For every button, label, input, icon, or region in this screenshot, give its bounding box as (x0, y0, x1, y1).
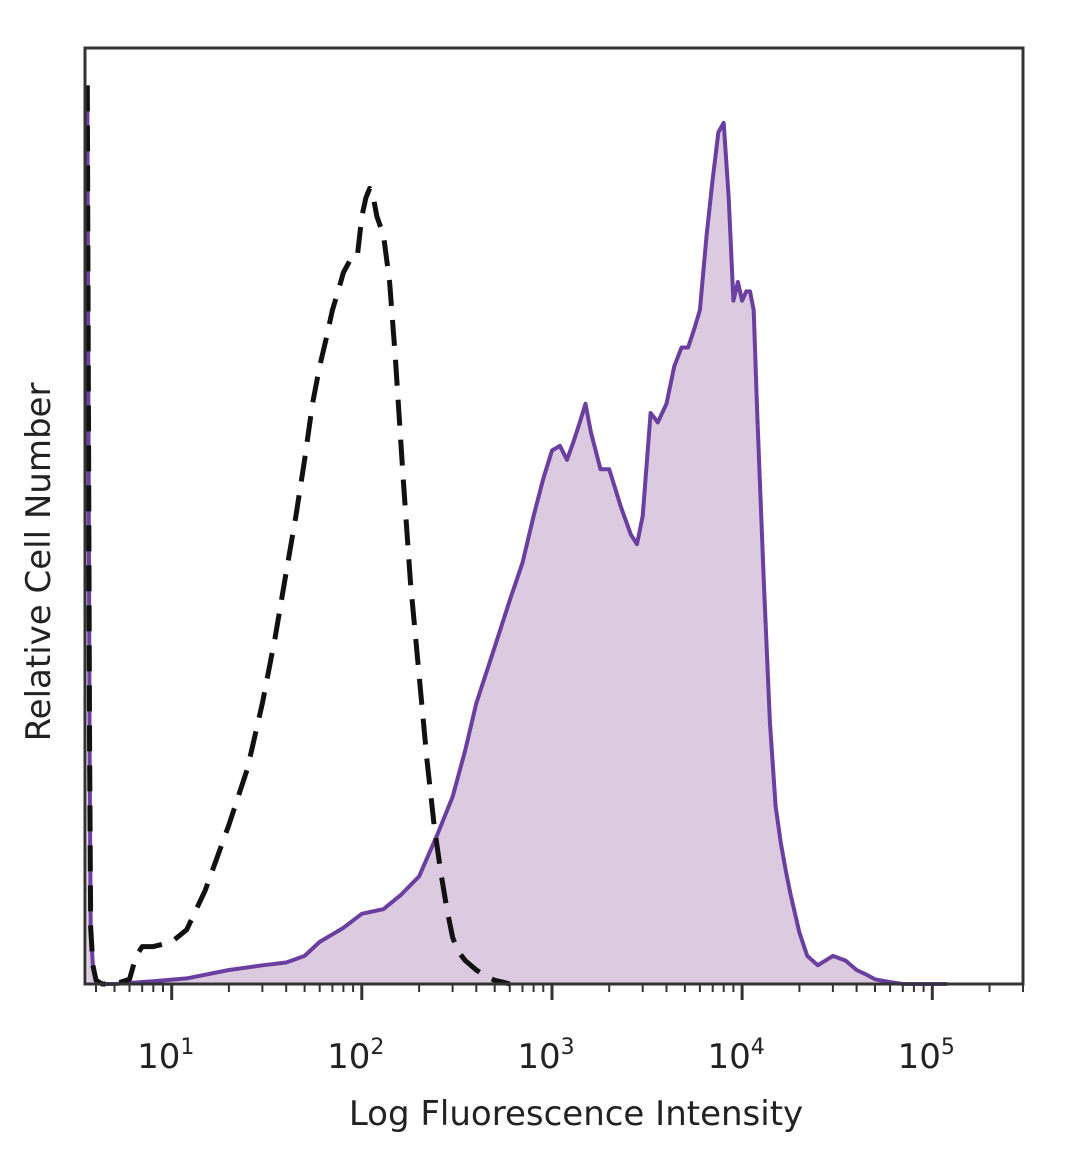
x-tick-label: 104 (707, 1035, 764, 1077)
series-2-line (84, 85, 511, 987)
x-axis-title: Log Fluorescence Intensity (349, 1094, 803, 1134)
x-tick-label: 105 (898, 1035, 955, 1077)
plot-frame (83, 46, 1025, 986)
series-layer (84, 85, 948, 987)
y-axis-title: Relative Cell Number (19, 383, 59, 742)
x-axis-ticks (95, 984, 1024, 1000)
x-axis-tick-labels: 101 102 103 104 105 (137, 1035, 955, 1077)
x-tick-label: 101 (137, 1035, 194, 1077)
series-1-line (85, 85, 948, 986)
x-tick-label: 102 (327, 1035, 384, 1077)
series-1-area (87, 85, 948, 984)
x-tick-label: 103 (517, 1035, 574, 1077)
